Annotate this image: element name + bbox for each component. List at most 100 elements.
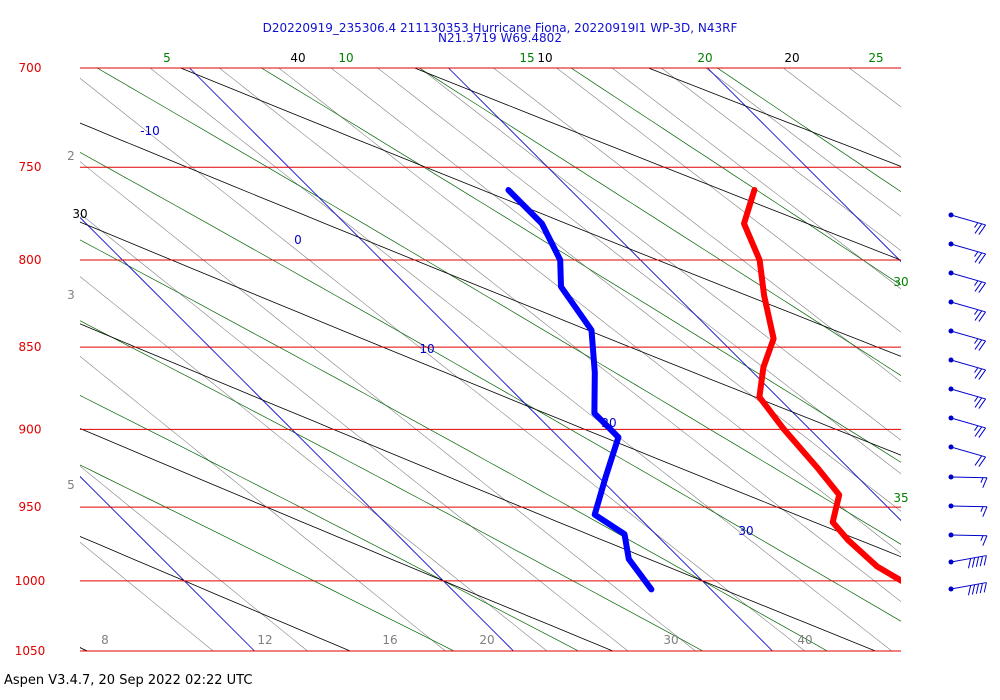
pressure-tick-label: 1000 <box>15 574 46 588</box>
mixing-ratio-line <box>705 68 901 217</box>
wind-barb <box>948 532 988 546</box>
wind-barb <box>948 386 987 409</box>
mixing-ratio-line <box>419 68 901 441</box>
wind-barb <box>948 555 987 569</box>
mixing-ratio-label: 2 <box>67 149 75 163</box>
barb-staff <box>950 534 988 537</box>
dry-adiabat-line <box>80 221 901 558</box>
wind-barb <box>948 444 987 467</box>
wind-barb <box>948 212 987 235</box>
barb-feather <box>978 369 987 380</box>
barb-feather <box>978 427 987 438</box>
moist-adiabat-line <box>80 464 455 651</box>
moist-adiabat-line <box>418 68 901 376</box>
barb-staff <box>950 505 988 508</box>
moist-adiabat-line <box>80 395 580 651</box>
mixing-ratio-line <box>377 68 901 475</box>
mixing-ratio-line <box>782 68 901 158</box>
bottom-tick-label: 12 <box>257 633 272 647</box>
moist-adiabat-label: 20 <box>697 51 712 65</box>
barb-half-feather <box>980 506 984 512</box>
dry-adiabat-line <box>80 536 352 651</box>
isotherm-line <box>189 68 773 651</box>
barb-feather <box>974 426 983 437</box>
moist-adiabat-line <box>80 239 828 651</box>
barb-half-feather <box>974 251 979 257</box>
chart-subtitle: N21.3719 W69.4802 <box>438 31 562 45</box>
barb-staff <box>950 582 987 590</box>
barb-feather <box>982 535 988 546</box>
moist-adiabat-line <box>716 68 901 193</box>
wind-barb <box>948 474 988 488</box>
barb-feather <box>978 311 987 322</box>
moist-adiabat-label: 5 <box>163 51 171 65</box>
barb-feather <box>982 477 988 488</box>
barb-staff <box>950 555 987 563</box>
dry-adiabat-line <box>413 68 901 261</box>
dry-adiabat-line <box>179 68 901 357</box>
mixing-ratio-line <box>80 646 86 651</box>
wind-barb <box>948 270 987 293</box>
footer-version: Aspen V3.4.7, 20 Sep 2022 02:22 UTC <box>4 673 253 688</box>
wind-barb <box>948 582 987 596</box>
mixing-ratio-line <box>848 68 901 108</box>
isotherm-label: 30 <box>738 524 753 538</box>
dry-adiabat-line <box>80 323 877 651</box>
moist-adiabat-line <box>80 151 901 622</box>
moist-adiabat-line <box>260 68 901 463</box>
bottom-tick-label: 40 <box>797 633 812 647</box>
barb-half-feather <box>980 477 984 483</box>
pressure-tick-label: 700 <box>19 61 42 75</box>
barb-feather <box>971 557 976 568</box>
barb-feather <box>967 558 972 569</box>
isotherm-label: -10 <box>140 124 160 138</box>
mixing-ratio-line <box>80 465 308 651</box>
barb-feather <box>978 398 987 409</box>
mixing-ratio-line <box>149 68 893 651</box>
mixing-ratio-line <box>80 276 548 651</box>
moist-adiabat-line <box>80 320 704 651</box>
dry-adiabat-line <box>647 68 901 167</box>
profile-line <box>505 187 655 593</box>
bottom-tick-label: 8 <box>101 633 109 647</box>
dry-adiabat-line <box>80 122 901 456</box>
dry-adiabat-label: 40 <box>290 51 305 65</box>
moist-adiabat-label: 30 <box>893 275 908 289</box>
isotherm-line <box>967 68 1000 651</box>
barb-feather <box>971 584 976 595</box>
mixing-ratio-line <box>80 161 696 651</box>
barb-feather <box>974 252 983 263</box>
mixing-ratio-line <box>611 68 901 290</box>
barb-feather <box>974 281 983 292</box>
mixing-ratio-label: 3 <box>67 288 75 302</box>
barb-staff <box>950 359 986 371</box>
barb-feather <box>982 506 988 517</box>
barb-feather <box>978 282 987 293</box>
isotherm-line <box>80 475 255 651</box>
barb-half-feather <box>974 367 979 373</box>
barb-staff <box>950 446 986 458</box>
barb-half-feather <box>974 425 979 431</box>
barb-feather <box>967 585 972 596</box>
wind-barb <box>948 299 987 322</box>
barb-staff <box>950 301 986 313</box>
wind-barb <box>948 357 987 380</box>
moist-adiabat-line <box>570 68 901 286</box>
isotherm-line <box>448 68 901 522</box>
mixing-ratio-line <box>80 355 446 651</box>
mixing-ratio-line <box>278 68 901 554</box>
pressure-tick-label: 750 <box>19 160 42 174</box>
barb-half-feather <box>974 222 979 228</box>
wind-barb <box>948 328 987 351</box>
profile-line <box>741 187 901 585</box>
isotherm-label: 20 <box>601 416 616 430</box>
isotherm-line <box>80 216 514 651</box>
moist-adiabat-label: 35 <box>893 491 908 505</box>
barb-feather <box>978 456 987 467</box>
wind-barb <box>948 241 987 264</box>
mixing-ratio-label: 5 <box>67 478 75 492</box>
dry-adiabat-label: 20 <box>784 51 799 65</box>
barb-feather <box>974 223 983 234</box>
barb-feather <box>983 582 987 593</box>
